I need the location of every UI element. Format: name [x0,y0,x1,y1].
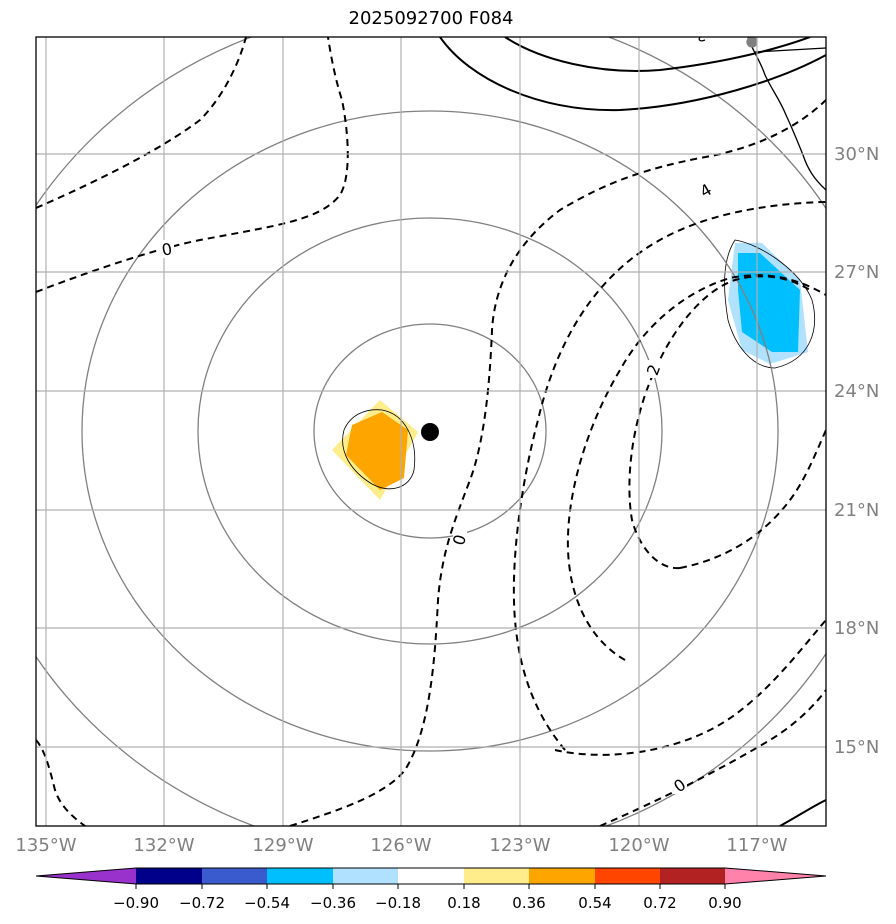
map-plot-area: 0 0 2 4 0 [36,37,826,826]
contour-label-bg-1 [160,240,174,258]
colorbar-tick-label: 0.72 [643,894,676,912]
positive-anomaly-region [332,400,418,500]
dashed-contour-6 [599,689,826,826]
dashed-contour-southwest [36,739,86,826]
lon-label-132w: 132°W [133,835,194,856]
coastline-baja [747,37,826,191]
dashed-contours [36,37,826,826]
colorbar-bin-8 [595,868,660,884]
colorbar-extend-min [36,868,136,884]
colorbar-bin-3 [267,868,333,884]
lon-label-135w: 135°W [15,835,76,856]
island-marker [746,37,758,48]
lon-label-126w: 126°W [370,835,431,856]
colorbar-tick-label: −0.72 [179,894,225,912]
colorbar-extend-max [725,868,826,884]
contour-label-bg-3 [647,360,661,378]
solid-contour-2 [504,37,811,72]
negative-anomaly-outline [724,239,815,369]
range-ring-3 [81,110,779,752]
lat-label-15n: 15°N [834,737,879,758]
lon-label-120w: 120°W [608,835,669,856]
latitude-labels: 30°N 27°N 24°N 21°N 18°N 15°N [834,144,879,758]
colorbar-tick-label: −0.36 [310,894,356,912]
colorbar-bin-5 [398,868,464,884]
colorbar-tick-label: 0.18 [447,894,480,912]
dashed-contour-northwest [36,37,247,209]
contour-label-0-center: 0 [449,532,470,547]
lat-label-24n: 24°N [834,381,879,402]
colorbar-bin-4 [333,868,398,884]
solid-contours [439,37,826,826]
range-ring-1 [313,323,547,539]
dashed-contour-zero-west [36,37,349,293]
plot-frame [35,36,827,827]
lon-label-129w: 129°W [252,835,313,856]
plot-title: 2025092700 F084 [348,8,514,29]
colorbar-ticks [135,884,726,889]
contour-label-bg-2 [453,530,467,548]
contour-label-0-west: 0 [160,239,173,259]
colorbar-tick-label: 0.90 [708,894,741,912]
lon-label-123w: 123°W [489,835,550,856]
colorbar: −0.90 −0.72 −0.54 −0.36 −0.18 0.18 0.36 … [35,867,827,912]
colorbar-tick-label: −0.90 [113,894,159,912]
colorbar-bin-7 [529,868,595,884]
lat-label-18n: 18°N [834,618,879,639]
contour-label-bg-4 [699,182,713,200]
border-line [754,47,826,53]
lat-label-21n: 21°N [834,500,879,521]
dashed-contour-4 [628,275,811,570]
colorbar-tick-labels: −0.90 −0.72 −0.54 −0.36 −0.18 0.18 0.36 … [113,894,742,912]
range-rings [36,37,826,826]
dashed-contour-4-east [679,429,826,569]
solid-contour-1 [439,37,826,112]
coastline-fragment [698,37,706,42]
graticule [36,37,826,826]
lat-label-27n: 27°N [834,262,879,283]
range-ring-2 [197,217,663,645]
dashed-contour-3 [566,274,826,661]
colorbar-bin-6 [464,868,529,884]
colorbar-bin-1 [136,868,202,884]
colorbar-tick-label: 0.36 [512,894,545,912]
longitude-labels: 135°W 132°W 129°W 126°W 123°W 120°W 117°… [15,835,787,856]
contour-labels: 0 0 2 4 0 [160,180,715,796]
dashed-contour-5 [554,619,826,756]
colorbar-bin-2 [202,868,267,884]
lon-label-117w: 117°W [726,835,787,856]
contour-label-bg-5 [673,776,687,794]
colorbar-tick-label: −0.18 [375,894,421,912]
lat-label-30n: 30°N [834,144,879,165]
dashed-contour-2 [512,201,826,751]
storm-center-marker [421,423,439,441]
colorbar-tick-label: 0.54 [578,894,611,912]
positive-anomaly-orange-fill [346,412,408,490]
colorbar-tick-label: −0.54 [244,894,290,912]
negative-anomaly-region [724,239,815,369]
positive-anomaly-outline [342,409,416,490]
colorbar-bin-9 [660,868,725,884]
solid-contour-3 [779,799,826,826]
